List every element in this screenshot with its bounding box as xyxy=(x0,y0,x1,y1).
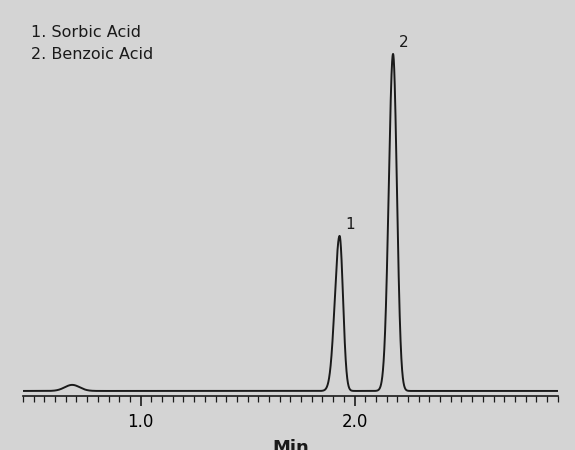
Text: 1. Sorbic Acid
2. Benzoic Acid: 1. Sorbic Acid 2. Benzoic Acid xyxy=(31,25,154,62)
X-axis label: Min: Min xyxy=(272,439,309,450)
Text: 1: 1 xyxy=(345,217,355,232)
Text: 2: 2 xyxy=(398,35,408,50)
